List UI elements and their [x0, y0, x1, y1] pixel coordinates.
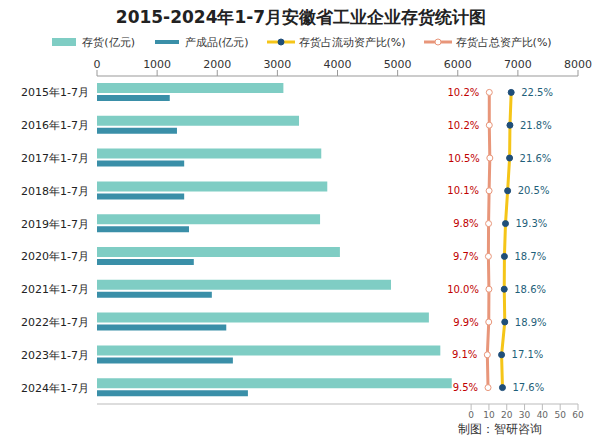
svg-text:10.2%: 10.2% [448, 120, 480, 131]
svg-text:6000: 6000 [444, 58, 472, 71]
svg-text:40: 40 [537, 410, 549, 420]
svg-text:18.9%: 18.9% [515, 317, 547, 328]
svg-text:2000: 2000 [203, 58, 231, 71]
svg-text:2015年1-7月: 2015年1-7月 [21, 86, 89, 99]
html-text:存货占流动资产比(%): 存货占流动资产比(%) [298, 35, 406, 49]
svg-text:9.7%: 9.7% [453, 251, 478, 262]
svg-text:10.0%: 10.0% [447, 284, 479, 295]
html-text:制图：智研咨询: 制图：智研咨询 [458, 422, 542, 436]
svg-text:22.5%: 22.5% [521, 87, 553, 98]
svg-text:9.8%: 9.8% [453, 218, 478, 229]
svg-text:20.5%: 20.5% [518, 185, 550, 196]
svg-text:18.6%: 18.6% [514, 284, 546, 295]
svg-text:17.6%: 17.6% [512, 382, 544, 393]
svg-text:19.3%: 19.3% [515, 218, 547, 229]
svg-text:21.6%: 21.6% [520, 153, 552, 164]
svg-text:4000: 4000 [324, 58, 352, 71]
html-text:产成品(亿元): 产成品(亿元) [185, 35, 249, 49]
svg-text:21.8%: 21.8% [520, 120, 552, 131]
html-text:存货占总资产比(%): 存货占总资产比(%) [455, 35, 552, 49]
svg-text:2023年1-7月: 2023年1-7月 [21, 349, 89, 362]
svg-text:18.7%: 18.7% [514, 251, 546, 262]
svg-text:0: 0 [94, 58, 101, 71]
svg-text:30: 30 [519, 410, 531, 420]
svg-text:5000: 5000 [384, 58, 412, 71]
svg-text:2018年1-7月: 2018年1-7月 [21, 185, 89, 198]
html-text:存货(亿元): 存货(亿元) [82, 35, 135, 49]
svg-text:2021年1-7月: 2021年1-7月 [21, 283, 89, 296]
svg-text:60: 60 [572, 410, 584, 420]
svg-text:10.5%: 10.5% [448, 153, 480, 164]
svg-text:7000: 7000 [504, 58, 532, 71]
svg-text:2022年1-7月: 2022年1-7月 [21, 316, 89, 329]
svg-text:0: 0 [468, 410, 474, 420]
svg-text:50: 50 [554, 410, 566, 420]
html-text:2015-2024年1-7月安徽省工业企业存货统计图: 2015-2024年1-7月安徽省工业企业存货统计图 [115, 7, 487, 27]
svg-text:10.1%: 10.1% [447, 185, 479, 196]
svg-text:9.1%: 9.1% [452, 349, 477, 360]
svg-text:2017年1-7月: 2017年1-7月 [21, 152, 89, 165]
svg-text:3000: 3000 [263, 58, 291, 71]
svg-text:10.2%: 10.2% [448, 87, 480, 98]
svg-text:20: 20 [501, 410, 513, 420]
svg-text:10: 10 [483, 410, 495, 420]
svg-text:17.1%: 17.1% [512, 349, 544, 360]
svg-text:8000: 8000 [564, 58, 592, 71]
svg-text:9.9%: 9.9% [453, 317, 478, 328]
svg-text:2016年1-7月: 2016年1-7月 [21, 119, 89, 132]
svg-text:1000: 1000 [143, 58, 171, 71]
svg-text:2019年1-7月: 2019年1-7月 [21, 218, 89, 231]
svg-text:2024年1-7月: 2024年1-7月 [21, 382, 89, 395]
svg-text:2020年1-7月: 2020年1-7月 [21, 250, 89, 263]
svg-text:9.5%: 9.5% [453, 382, 478, 393]
